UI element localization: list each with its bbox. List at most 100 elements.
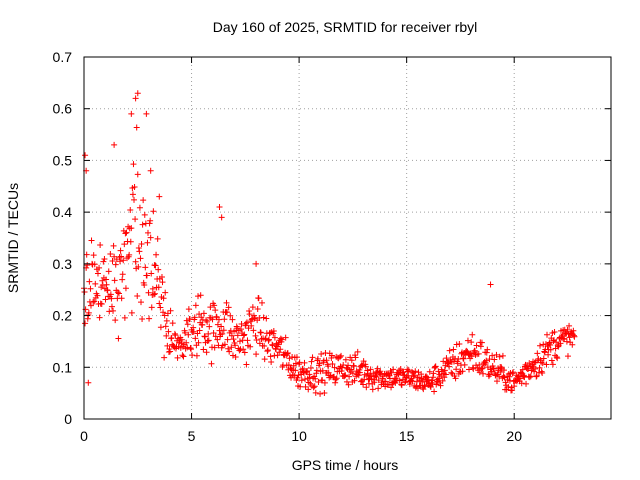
data-point [478,366,485,373]
data-point [313,370,320,377]
data-point [118,253,125,260]
data-point [298,371,305,378]
data-point [141,281,148,288]
data-point [547,341,554,348]
data-point [317,390,324,397]
data-point [533,373,540,380]
data-point [536,364,543,371]
data-point [218,214,225,221]
data-point [377,368,384,375]
data-point [406,381,413,388]
data-point [396,377,403,384]
data-point [499,352,506,359]
data-point [518,380,525,387]
x-tick-label: 0 [80,428,88,444]
data-point [227,327,234,334]
data-point [362,363,369,370]
data-point [306,371,313,378]
data-point [155,284,162,291]
data-point [313,367,320,374]
data-point [114,289,121,296]
data-point [145,289,152,296]
data-point [105,268,112,275]
y-axis-title: SRMTID / TECUs [5,183,21,293]
data-point [520,373,527,380]
data-point [216,203,223,210]
data-point [444,360,451,367]
data-point [158,273,165,280]
data-point [356,366,363,373]
y-tick-label: 0.5 [53,152,73,168]
data-point [363,384,370,391]
data-point [200,346,207,353]
data-point [570,327,577,334]
data-point [205,337,212,344]
data-point [267,353,274,360]
data-point [174,354,181,361]
data-point [402,379,409,386]
data-point [307,365,314,372]
data-point [493,351,500,358]
data-point [228,344,235,351]
data-point [348,357,355,364]
data-point [241,331,248,338]
data-point [146,315,153,322]
data-point [225,345,232,352]
data-point [367,366,374,373]
data-point [566,334,573,341]
data-point [531,359,538,366]
data-point [468,353,475,360]
data-point [247,343,254,350]
data-point [409,368,416,375]
data-point [466,366,473,373]
data-point [546,340,553,347]
data-point [310,384,317,391]
data-point [90,252,97,259]
data-point [167,307,174,314]
data-point [189,352,196,359]
ticks-layer: 0 5 10 15 20 0 0.1 0.2 0.3 0.4 0.5 0.6 0.7 [53,49,611,444]
data-point [364,367,371,374]
data-point [232,353,239,360]
data-point [183,317,190,324]
data-point [423,373,430,380]
data-point [360,381,367,388]
data-point [100,258,107,265]
data-point [87,285,94,292]
data-point [292,360,299,367]
data-point [157,304,164,311]
data-point [138,299,145,306]
data-point [501,374,508,381]
data-point [316,360,323,367]
data-point [152,262,159,269]
data-point [409,378,416,385]
data-point [138,241,145,248]
data-point [329,360,336,367]
data-point [128,225,135,232]
data-point [490,365,497,372]
data-point [258,299,265,306]
data-point [398,382,405,389]
data-point [82,320,89,327]
data-point [185,306,192,313]
data-point [205,330,212,337]
data-point [304,367,311,374]
data-point [342,372,349,379]
data-point [149,285,156,292]
data-point [195,293,202,300]
data-point [218,323,225,330]
data-point [539,360,546,367]
data-point [183,339,190,346]
data-point [154,235,161,242]
data-point [388,384,395,391]
data-point [302,383,309,390]
data-point [277,335,284,342]
data-point [243,319,250,326]
data-point [459,368,466,375]
data-point [163,332,170,339]
data-point [232,342,239,349]
data-point [332,379,339,386]
data-point [150,208,157,215]
data-point [440,358,447,365]
data-point [416,374,423,381]
